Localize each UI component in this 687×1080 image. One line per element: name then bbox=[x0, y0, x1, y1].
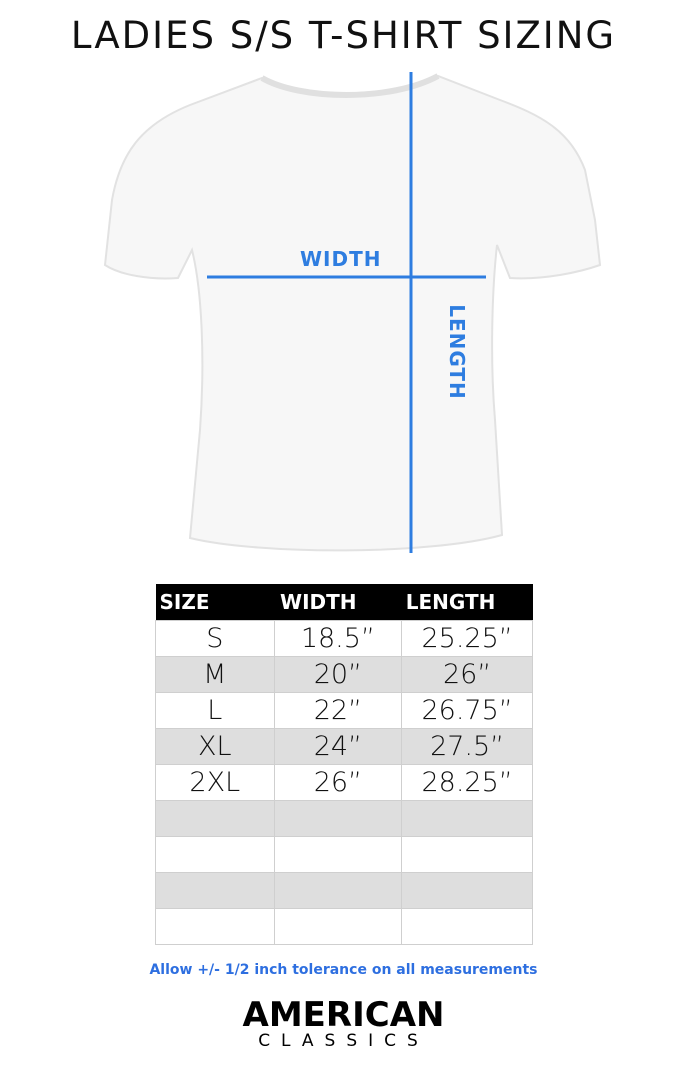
table-row: L 22” 26.75” bbox=[155, 692, 533, 729]
empty-cell bbox=[273, 872, 403, 909]
tolerance-note: Allow +/- 1/2 inch tolerance on all meas… bbox=[149, 962, 538, 978]
table-row: XL 24” 27.5” bbox=[155, 728, 533, 765]
header-size: SIZE bbox=[155, 584, 275, 621]
table-header-row: SIZE WIDTH LENGTH bbox=[155, 584, 533, 621]
width-cell: 26” bbox=[273, 764, 403, 801]
size-cell: M bbox=[155, 656, 275, 693]
empty-row bbox=[155, 908, 533, 945]
width-cell: 24” bbox=[273, 728, 403, 765]
empty-cell bbox=[401, 908, 533, 945]
length-cell: 28.25” bbox=[401, 764, 533, 801]
length-cell: 26” bbox=[401, 656, 533, 693]
header-width: WIDTH bbox=[274, 584, 402, 621]
empty-cell bbox=[273, 836, 403, 873]
length-label: LENGTH bbox=[445, 304, 469, 400]
tshirt-diagram bbox=[103, 72, 602, 553]
page-title: LADIES S/S T-SHIRT SIZING bbox=[70, 14, 617, 57]
empty-row bbox=[155, 872, 533, 909]
width-cell: 18.5” bbox=[273, 620, 403, 657]
table-row: S 18.5” 25.25” bbox=[155, 620, 533, 657]
size-cell: 2XL bbox=[155, 764, 275, 801]
size-cell: XL bbox=[155, 728, 275, 765]
tshirt-illustration bbox=[103, 74, 602, 552]
empty-row bbox=[155, 836, 533, 873]
table-row: 2XL 26” 28.25” bbox=[155, 764, 533, 801]
empty-cell bbox=[155, 836, 275, 873]
empty-cell bbox=[273, 908, 403, 945]
size-cell: S bbox=[155, 620, 275, 657]
width-label: WIDTH bbox=[300, 247, 382, 271]
width-cell: 20” bbox=[273, 656, 403, 693]
length-cell: 27.5” bbox=[401, 728, 533, 765]
empty-cell bbox=[401, 800, 533, 837]
size-cell: L bbox=[155, 692, 275, 729]
empty-cell bbox=[401, 872, 533, 909]
header-length: LENGTH bbox=[401, 584, 533, 621]
empty-row bbox=[155, 800, 533, 837]
empty-cell bbox=[155, 908, 275, 945]
size-table: SIZE WIDTH LENGTH S 18.5” 25.25” M 20” 26” L… bbox=[155, 584, 533, 945]
table-row: M 20” 26” bbox=[155, 656, 533, 693]
empty-cell bbox=[401, 836, 533, 873]
length-cell: 25.25” bbox=[401, 620, 533, 657]
empty-cell bbox=[273, 800, 403, 837]
brand-logo-line2: CLASSICS bbox=[258, 1031, 429, 1051]
empty-cell bbox=[155, 800, 275, 837]
brand-logo-line1: AMERICAN bbox=[242, 995, 445, 1035]
width-cell: 22” bbox=[273, 692, 403, 729]
length-cell: 26.75” bbox=[401, 692, 533, 729]
empty-cell bbox=[155, 872, 275, 909]
